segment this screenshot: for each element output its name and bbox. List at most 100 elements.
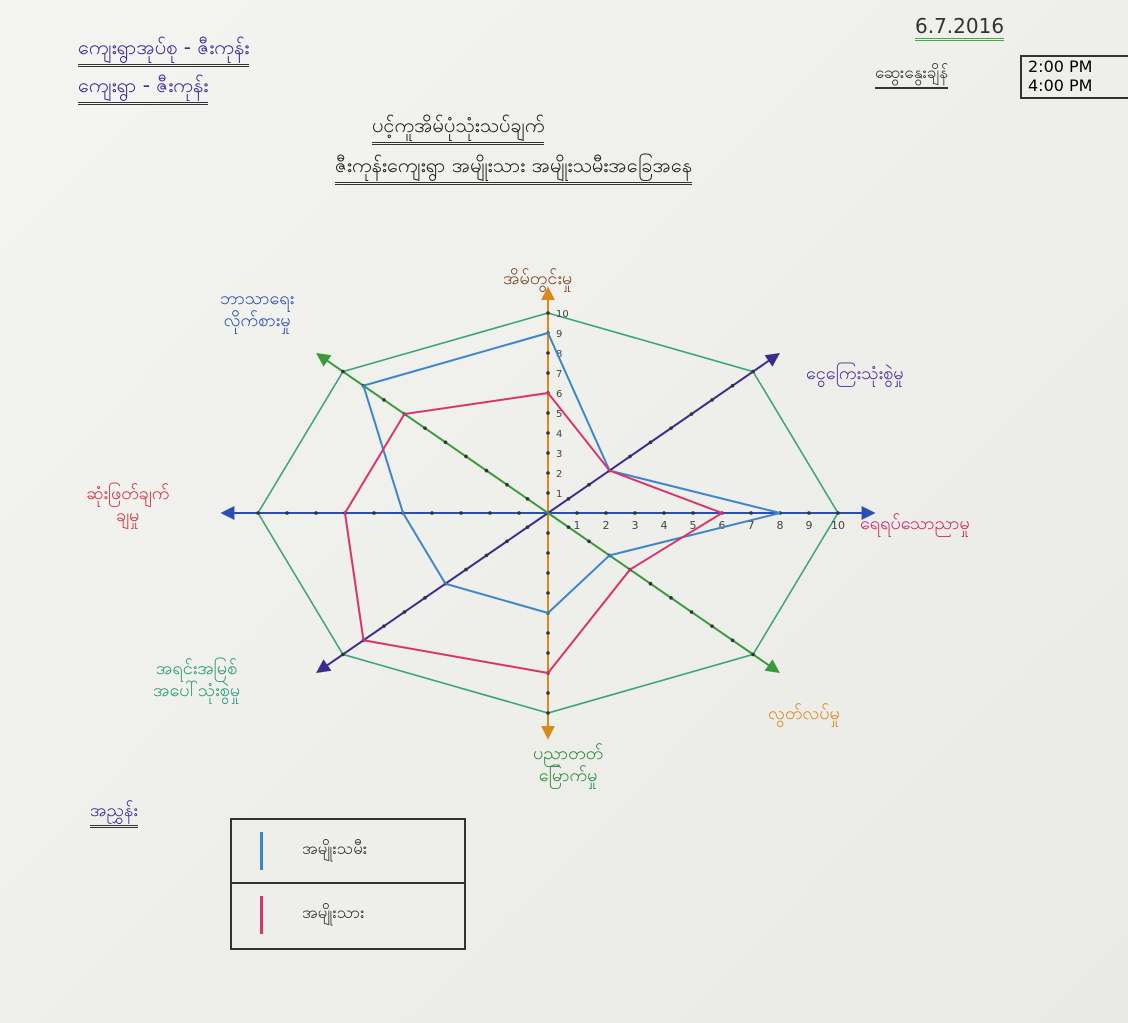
tick-dot <box>546 651 550 655</box>
tick-dot <box>546 471 550 475</box>
axis-label: လွတ်လပ်မှု <box>768 703 840 724</box>
tick-dot <box>546 531 550 535</box>
tick-dot <box>546 371 550 375</box>
tick-dot <box>546 311 550 315</box>
tick-dot <box>484 553 489 558</box>
tick-dot <box>430 511 434 515</box>
tick-dot <box>689 610 694 614</box>
axis-label: ဘာသာရေး လိုက်စားမှု <box>220 288 295 331</box>
tick-dot <box>505 482 509 487</box>
tick-dot <box>662 511 666 515</box>
tick-dot <box>314 511 318 515</box>
r-tick-label: 1 <box>574 519 581 532</box>
chart-title: ပင့်ကူအိမ်ပုံသုံးသပ်ချက် <box>372 112 545 145</box>
tick-dot <box>256 511 260 515</box>
r-tick-label: 5 <box>556 409 562 420</box>
tick-dot <box>546 631 550 635</box>
r-tick-label: 3 <box>632 519 639 532</box>
tick-dot <box>587 482 591 487</box>
axis-label: ဆုံးဖြတ်ချက် ချမှု <box>86 483 170 526</box>
series-polygon <box>343 391 725 675</box>
time-label: ဆွေးနွေးချိန် <box>875 62 949 89</box>
series-polygon <box>362 331 781 615</box>
tick-dot <box>566 525 571 529</box>
legend-entry: အမျိုးသမီး <box>232 820 464 884</box>
r-tick-label: 4 <box>556 429 562 440</box>
r-tick-label: 7 <box>556 369 562 380</box>
tick-dot <box>836 511 840 515</box>
tick-dot <box>669 426 673 430</box>
tick-dot <box>710 398 714 402</box>
tick-dot <box>484 468 489 473</box>
tick-dot <box>443 440 448 445</box>
tick-dot <box>546 711 550 715</box>
tick-dot <box>341 369 345 374</box>
legend-swatch <box>260 832 263 870</box>
tick-dot <box>505 539 509 544</box>
tick-dot <box>525 525 530 529</box>
tick-dot <box>372 511 376 515</box>
axis-label: အရင်းအမြစ် အပေါ်သုံးစွဲမှု <box>153 658 241 701</box>
tick-dot <box>669 596 673 600</box>
tick-dot <box>402 610 407 614</box>
tick-dot <box>689 412 694 416</box>
legend-title: အညွှန်း <box>90 798 138 828</box>
r-tick-label: 9 <box>806 519 813 532</box>
tick-dot <box>488 511 492 515</box>
tick-dot <box>285 511 289 515</box>
date: 6.7.2016 <box>915 14 1005 41</box>
r-tick-label: 10 <box>556 309 569 320</box>
tick-dot <box>633 511 637 515</box>
tick-dot <box>546 351 550 355</box>
r-tick-label: 1 <box>556 489 562 500</box>
tick-dot <box>546 431 550 435</box>
tick-dot <box>566 497 571 501</box>
tick-dot <box>423 426 427 430</box>
tick-dot <box>423 596 427 600</box>
r-tick-label: 6 <box>556 389 562 400</box>
tick-dot <box>546 551 550 555</box>
tick-dot <box>628 454 632 459</box>
time-start: 2:00 PM <box>1028 57 1093 76</box>
axis-line <box>316 353 549 514</box>
legend-label: အမျိုးသမီး <box>302 839 368 859</box>
axis-line <box>316 512 549 673</box>
tick-dot <box>807 511 811 515</box>
tick-dot <box>648 440 653 445</box>
r-tick-label: 3 <box>556 449 562 460</box>
tick-dot <box>546 591 550 595</box>
tick-dot <box>575 511 579 515</box>
tick-dot <box>546 691 550 695</box>
tick-dot <box>382 398 386 402</box>
tick-dot <box>517 511 521 515</box>
r-tick-label: 8 <box>556 349 562 360</box>
tick-dot <box>648 581 653 586</box>
tick-dot <box>730 638 735 643</box>
r-tick-label: 6 <box>719 519 726 532</box>
tick-dot <box>749 511 753 515</box>
tick-dot <box>730 383 735 388</box>
axis-label: အိမ်တွင်းမှု <box>503 268 573 289</box>
tick-dot <box>546 571 550 575</box>
village-label: ကျေးရွာ - ဇီးကုန်း <box>78 72 209 105</box>
tick-dot <box>341 652 345 657</box>
group-label: ကျေးရွာအုပ်စု - ဇီးကုန်း <box>78 34 250 67</box>
r-tick-label: 2 <box>556 469 562 480</box>
tick-dot <box>587 539 591 544</box>
tick-dot <box>464 567 468 572</box>
chart-subtitle: ဇီးကုန်းကျေးရွာ အမျိုးသား အမျိုးသမီးအခြေ… <box>335 152 693 185</box>
legend-label: အမျိုးသား <box>302 903 365 923</box>
axis-label: ပညာတတ် မြောက်မှု <box>533 743 604 786</box>
r-tick-label: 4 <box>661 519 668 532</box>
legend-entry: အမျိုးသား <box>232 884 464 946</box>
time-end: 4:00 PM <box>1028 76 1093 95</box>
tick-dot <box>382 624 386 628</box>
tick-dot <box>691 511 695 515</box>
r-tick-label: 8 <box>777 519 784 532</box>
axis-label: ငွေကြေးသုံးစွဲမှု <box>806 363 904 384</box>
axis-line <box>547 512 780 673</box>
r-tick-label: 2 <box>603 519 610 532</box>
r-tick-label: 5 <box>690 519 697 532</box>
